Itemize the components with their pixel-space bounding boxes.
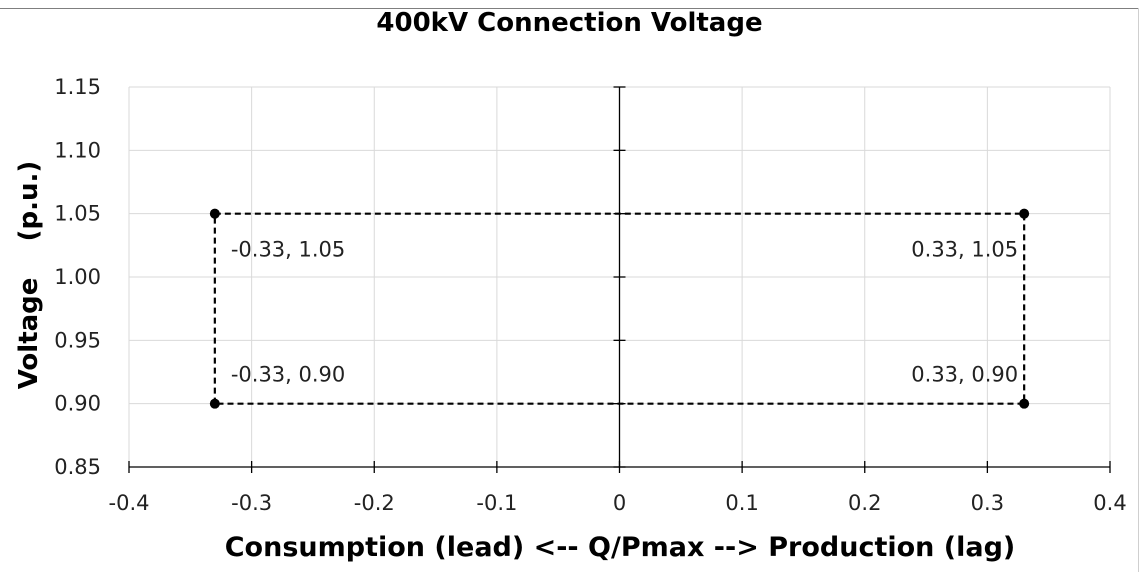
data-point [209, 208, 220, 219]
x-tick-label: 0.1 [725, 491, 758, 515]
x-tick-label: 0 [613, 491, 626, 515]
y-tick-label: 1.15 [54, 75, 101, 99]
y-tick-label: 0.95 [54, 328, 101, 352]
x-tick-label: -0.2 [354, 491, 395, 515]
y-tick-label: 0.90 [54, 392, 101, 416]
data-point [1019, 398, 1030, 409]
data-point [209, 398, 220, 409]
data-label: -0.33, 1.05 [231, 238, 345, 262]
data-label: -0.33, 0.90 [231, 363, 345, 387]
y-axis-title: Voltage (p.u.) [14, 160, 44, 390]
y-tick-label: 0.85 [54, 455, 101, 479]
x-tick-label: -0.4 [109, 491, 150, 515]
chart-title: 400kV Connection Voltage [376, 8, 763, 38]
x-tick-label: 0.2 [848, 491, 881, 515]
x-axis-title: Consumption (lead) <-- Q/Pmax --> Produc… [224, 532, 1016, 563]
x-tick-label: 0.4 [1093, 491, 1126, 515]
top-border [0, 8, 1139, 9]
data-label: 0.33, 1.05 [911, 238, 1018, 262]
data-point [1019, 208, 1030, 219]
y-tick-label: 1.05 [54, 202, 101, 226]
x-tick-label: 0.3 [971, 491, 1004, 515]
y-tick-label: 1.00 [54, 265, 101, 289]
data-label: 0.33, 0.90 [911, 363, 1018, 387]
x-tick-label: -0.1 [476, 491, 517, 515]
x-tick-label: -0.3 [231, 491, 272, 515]
y-tick-label: 1.10 [54, 138, 101, 162]
